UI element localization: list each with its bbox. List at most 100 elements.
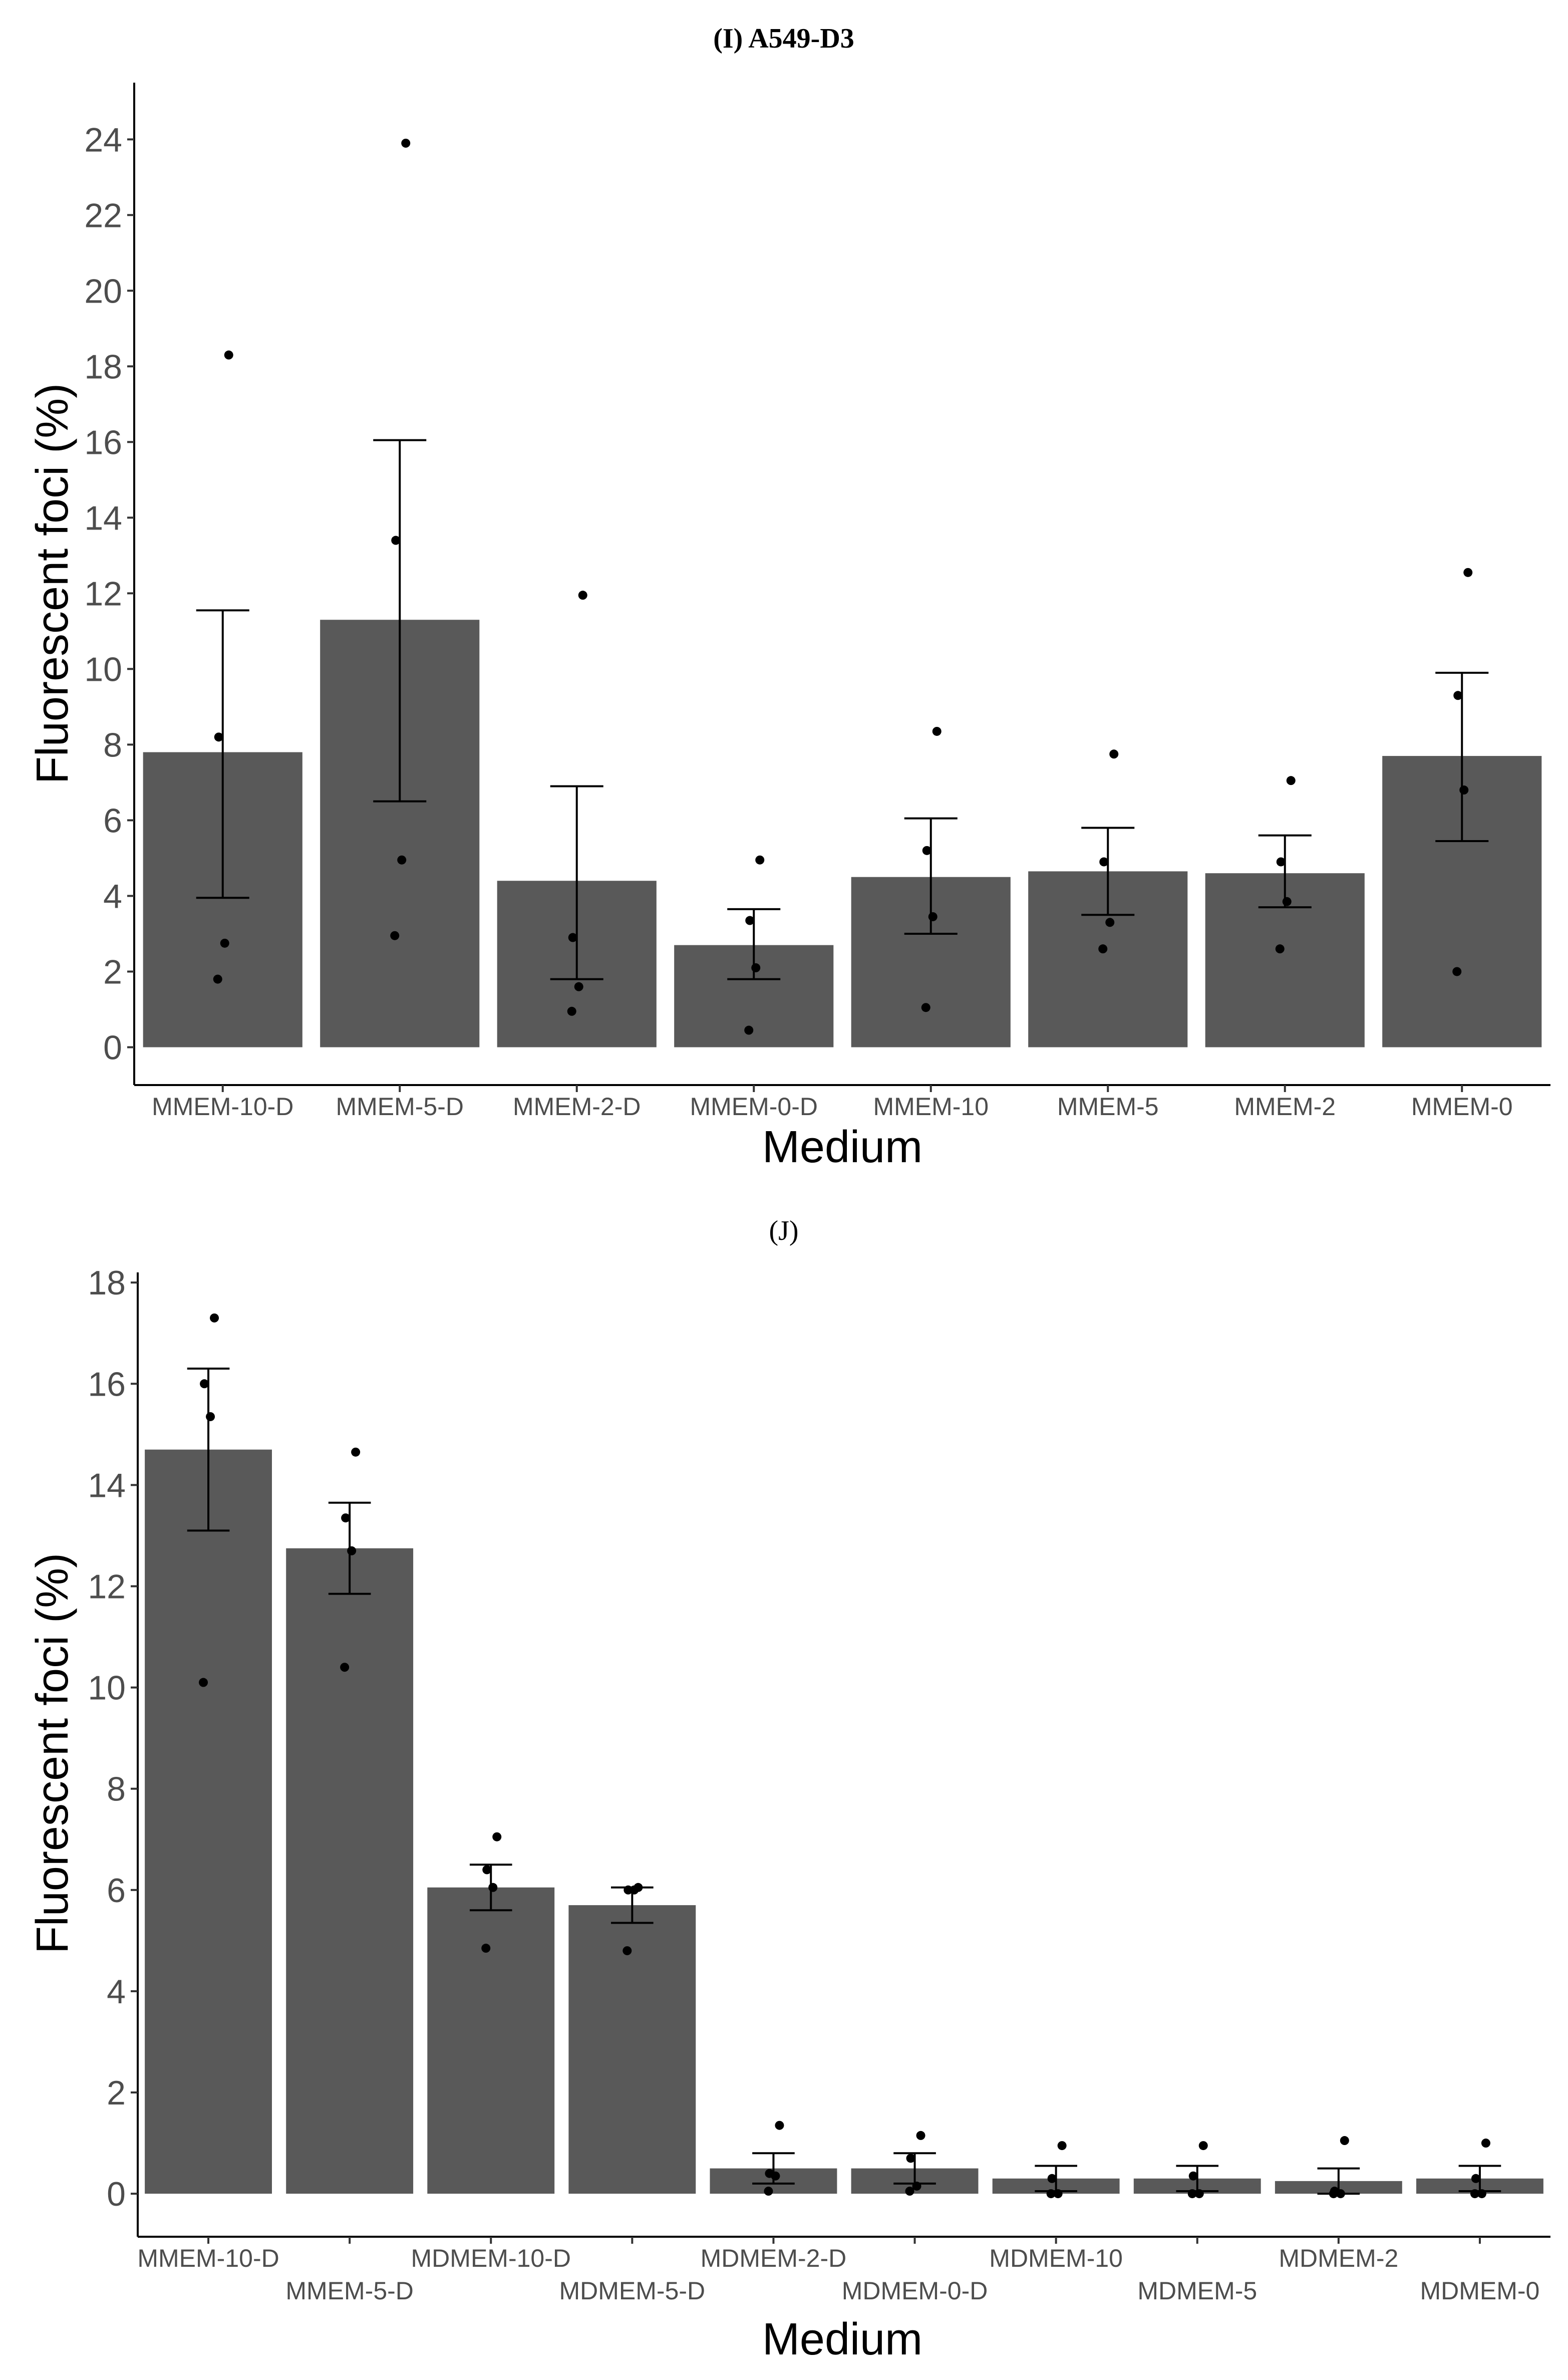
y-tick-label: 12	[84, 575, 122, 613]
x-tick-label: MDMEM-5	[1137, 2277, 1257, 2305]
data-point	[745, 916, 755, 925]
data-point	[1459, 785, 1469, 795]
y-tick-label: 20	[84, 272, 122, 310]
y-tick-label: 10	[88, 1669, 126, 1707]
x-axis-title: Medium	[762, 1122, 922, 1172]
data-point	[1053, 2189, 1063, 2199]
data-point	[488, 1883, 498, 1892]
x-tick-label: MDMEM-0-D	[842, 2277, 988, 2305]
y-axis-title: Fluorescent foci (%)	[28, 1553, 78, 1954]
y-tick-label: 18	[84, 348, 122, 386]
x-tick-label: MMEM-5-D	[285, 2277, 414, 2305]
x-tick-label: MMEM-5	[1057, 1093, 1159, 1121]
data-point	[764, 2187, 773, 2196]
data-point	[775, 2121, 784, 2130]
y-tick-label: 22	[84, 196, 122, 234]
data-point	[630, 1885, 639, 1895]
data-point	[574, 982, 583, 991]
data-point	[1282, 897, 1292, 906]
y-tick-label: 0	[103, 1028, 122, 1067]
data-point	[1276, 857, 1286, 867]
data-point	[921, 1003, 930, 1012]
y-tick-label: 16	[84, 423, 122, 461]
data-point	[1477, 2189, 1486, 2199]
data-point	[1187, 2189, 1197, 2199]
y-tick-label: 12	[88, 1568, 126, 1606]
x-tick-label: MDMEM-10-D	[411, 2244, 571, 2272]
data-point	[199, 1678, 208, 1687]
y-tick-label: 2	[103, 953, 122, 991]
y-tick-label: 14	[88, 1466, 126, 1504]
panel-title: (I) A549-D3	[713, 23, 854, 54]
x-tick-label: MMEM-5-D	[336, 1093, 464, 1121]
data-point	[751, 963, 761, 972]
data-point	[1105, 918, 1115, 927]
data-point	[1463, 568, 1473, 577]
x-ticks: MMEM-10-D MMEM-5-D MMEM-2-D MMEM-0-D MMEM-10…	[152, 1085, 1513, 1121]
x-tick-label: MDMEM-2	[1279, 2244, 1398, 2272]
bar	[427, 1887, 555, 2194]
data-point	[213, 974, 222, 984]
x-tick-label: MMEM-0	[1411, 1093, 1513, 1121]
x-tick-label: MMEM-10-D	[152, 1093, 293, 1121]
y-ticks: 0 2 4 6 8 10 12 14 16 18	[88, 1264, 138, 2213]
data-point	[568, 933, 577, 942]
y-tick-label: 16	[88, 1365, 126, 1403]
y-tick-label: 18	[88, 1264, 126, 1302]
data-point	[224, 350, 233, 360]
data-point	[482, 1865, 492, 1875]
x-tick-label: MDMEM-5-D	[559, 2277, 706, 2305]
y-tick-label: 6	[107, 1872, 126, 1910]
panel-title: (J)	[769, 1215, 798, 1246]
data-point	[391, 536, 401, 545]
data-point	[347, 1546, 357, 1555]
data-point	[1099, 857, 1109, 867]
y-tick-label: 10	[84, 650, 122, 688]
data-point	[916, 2131, 925, 2140]
data-point	[906, 2154, 915, 2163]
data-point	[1198, 2141, 1208, 2151]
error-bars	[196, 439, 1489, 980]
data-point	[210, 1313, 219, 1323]
data-point	[1452, 967, 1462, 976]
y-tick-label: 8	[103, 726, 122, 764]
data-points	[199, 1313, 1490, 2199]
data-point	[1340, 2136, 1349, 2146]
data-point	[622, 1946, 632, 1956]
data-point	[1481, 2139, 1490, 2148]
data-point	[206, 1412, 215, 1421]
data-point	[905, 2187, 914, 2196]
data-point	[755, 855, 765, 865]
bar	[286, 1548, 414, 2194]
y-tick-label: 6	[103, 802, 122, 840]
data-point	[1057, 2141, 1067, 2151]
data-point	[1336, 2189, 1345, 2199]
x-tick-label: MMEM-10	[873, 1093, 989, 1121]
data-point	[1109, 749, 1119, 759]
data-point	[340, 1663, 350, 1672]
data-point	[351, 1447, 361, 1457]
bar	[145, 1449, 272, 2194]
data-point	[1047, 2174, 1057, 2183]
x-tick-label: MMEM-0-D	[690, 1093, 818, 1121]
data-point	[1275, 944, 1285, 954]
y-tick-label: 14	[84, 499, 122, 537]
x-axis-title: Medium	[762, 2314, 922, 2364]
data-point	[1286, 776, 1296, 785]
y-tick-label: 4	[107, 1973, 126, 2011]
data-point	[1453, 691, 1463, 700]
data-point	[744, 1025, 754, 1035]
data-point	[214, 732, 223, 742]
y-tick-label: 8	[107, 1770, 126, 1808]
data-point	[1329, 2189, 1338, 2199]
bars	[145, 1449, 1543, 2194]
data-point	[200, 1379, 209, 1389]
data-point	[1470, 2189, 1479, 2199]
data-point	[220, 938, 229, 948]
data-point	[1046, 2189, 1056, 2199]
x-tick-label: MMEM-2-D	[513, 1093, 641, 1121]
bars	[143, 620, 1542, 1047]
x-tick-label: MMEM-2	[1234, 1093, 1336, 1121]
data-point	[578, 591, 587, 600]
